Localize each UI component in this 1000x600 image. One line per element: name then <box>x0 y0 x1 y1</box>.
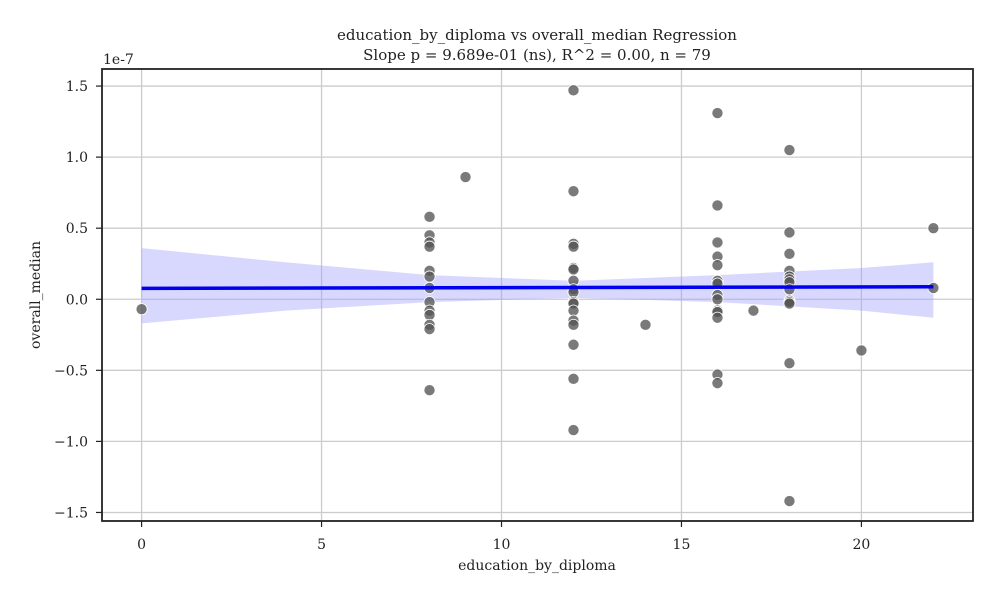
scatter-point <box>711 107 724 120</box>
confidence-band <box>141 248 934 324</box>
confidence-band-layer <box>141 248 934 324</box>
x-tick-label: 10 <box>493 537 511 553</box>
x-tick-label: 0 <box>137 537 146 553</box>
y-tick-label: 0.0 <box>66 292 88 308</box>
scatter-point <box>711 377 724 390</box>
scatter-point <box>567 185 580 198</box>
scatter-point <box>567 304 580 317</box>
scatter-point <box>459 171 472 184</box>
x-axis-label: education_by_diploma <box>458 558 616 574</box>
axes <box>101 68 974 522</box>
scatter-point <box>423 384 436 397</box>
scatter-point <box>783 357 796 370</box>
scatter-point <box>711 311 724 324</box>
scatter-point <box>711 199 724 212</box>
x-tick-label: 15 <box>673 537 691 553</box>
scatter-point <box>567 240 580 253</box>
chart-subtitle: Slope p = 9.689e-01 (ns), R^2 = 0.00, n … <box>363 46 711 64</box>
scatter-point <box>567 263 580 276</box>
scatter-point <box>927 222 940 235</box>
scatter-point <box>639 318 652 331</box>
scatter-point <box>567 318 580 331</box>
scatter-point <box>135 303 148 316</box>
scatter-point <box>423 210 436 223</box>
y-tick-label: 1.0 <box>66 150 88 166</box>
scatter-point <box>423 308 436 321</box>
scatter-point <box>711 259 724 272</box>
x-tick-label: 20 <box>853 537 871 553</box>
scatter-point <box>783 247 796 260</box>
y-tick-label: 1.5 <box>66 79 88 95</box>
y-tick-label: −1.0 <box>54 434 88 450</box>
scatter-point <box>783 297 796 310</box>
chart-title: education_by_diploma vs overall_median R… <box>337 26 737 44</box>
scatter-point <box>423 240 436 253</box>
y-tick-label: 0.5 <box>66 221 88 237</box>
scatter-point <box>567 338 580 351</box>
scatter-point <box>567 84 580 97</box>
scatter-point <box>855 344 868 357</box>
plot-frame <box>101 68 974 522</box>
y-tick-label: −1.5 <box>54 505 88 521</box>
scatter-point <box>747 304 760 317</box>
x-axis-ticks: 0 5 10 15 20 <box>137 521 870 553</box>
y-axis-label: overall_median <box>28 241 44 349</box>
x-tick-label: 5 <box>317 537 326 553</box>
y-tick-label: −0.5 <box>54 363 88 379</box>
regression-line <box>141 285 934 291</box>
scatter-point <box>711 293 724 306</box>
y-axis-scale-label: 1e-7 <box>103 52 134 68</box>
grid-lines <box>102 69 973 521</box>
scatter-point <box>423 323 436 336</box>
scatter-point <box>567 372 580 385</box>
scatter-point <box>567 424 580 437</box>
scatter-point <box>711 236 724 249</box>
scatter-point <box>423 270 436 283</box>
scatter-points-layer <box>135 84 940 508</box>
scatter-point <box>783 226 796 239</box>
y-axis-ticks: −1.5 −1.0 −0.5 0.0 0.5 1.0 1.5 <box>54 79 102 521</box>
regression-line-layer <box>141 285 934 291</box>
scatter-point <box>783 495 796 508</box>
scatter-point <box>783 144 796 157</box>
